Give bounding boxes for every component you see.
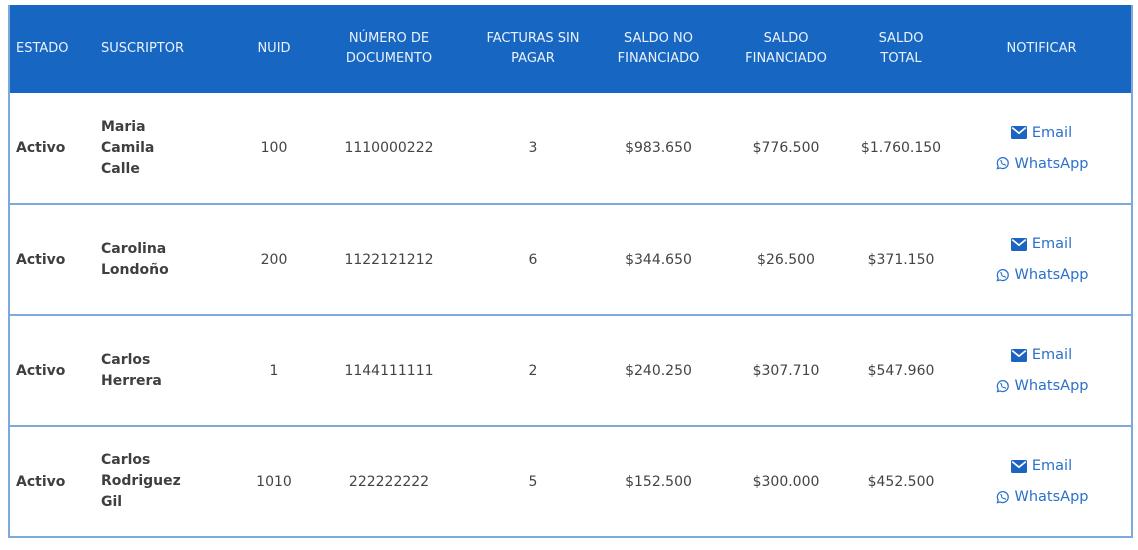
estado-value: Activo	[9, 314, 89, 426]
whatsapp-icon	[995, 490, 1010, 505]
saldo-no-financiado-value: $240.250	[595, 314, 722, 426]
saldo-financiado-value: $26.500	[722, 203, 850, 315]
email-link-label: Email	[1031, 236, 1073, 252]
column-header-saldo-financiado: SALDO FINANCIADO	[722, 5, 850, 93]
whatsapp-icon	[995, 268, 1010, 283]
estado-value: Activo	[9, 203, 89, 315]
whatsapp-link-label: WhatsApp	[1014, 155, 1089, 172]
saldo-total-value: $547.960	[850, 314, 952, 426]
documento-value: 222222222	[307, 425, 471, 537]
documento-value: 1110000222	[307, 93, 471, 204]
column-header-estado: ESTADO	[9, 5, 89, 93]
table-row: Activo Maria Camila Calle 100 1110000222…	[9, 93, 1132, 204]
whatsapp-link[interactable]: WhatsApp	[995, 378, 1089, 394]
nuid-value: 200	[241, 203, 307, 315]
estado-value: Activo	[9, 93, 89, 204]
column-header-nuid: NUID	[241, 5, 307, 93]
table-header: ESTADO SUSCRIPTOR NUID NÚMERO DE DOCUMEN…	[9, 5, 1132, 93]
facturas-value: 6	[471, 203, 595, 315]
whatsapp-icon	[995, 156, 1010, 171]
email-link-label: Email	[1031, 347, 1073, 363]
column-header-saldo-total: SALDO TOTAL	[850, 5, 952, 93]
nuid-value: 100	[241, 93, 307, 204]
email-icon	[1010, 237, 1027, 251]
whatsapp-link[interactable]: WhatsApp	[995, 489, 1089, 505]
saldo-total-value: $452.500	[850, 425, 952, 537]
whatsapp-icon	[995, 379, 1010, 394]
table-body: Activo Maria Camila Calle 100 1110000222…	[9, 93, 1132, 537]
email-link[interactable]: Email	[1010, 458, 1073, 474]
saldo-total-value: $371.150	[850, 203, 952, 315]
header-row: ESTADO SUSCRIPTOR NUID NÚMERO DE DOCUMEN…	[9, 5, 1132, 93]
suscriptor-name: Carlos Herrera	[101, 351, 162, 389]
saldo-financiado-value: $307.710	[722, 314, 850, 426]
nuid-value: 1010	[241, 425, 307, 537]
whatsapp-link-label: WhatsApp	[1014, 267, 1089, 283]
column-header-numero-de-documento: NÚMERO DE DOCUMENTO	[307, 5, 471, 93]
saldo-no-financiado-value: $152.500	[595, 425, 722, 537]
email-link[interactable]: Email	[1010, 236, 1073, 252]
saldo-financiado-value: $776.500	[722, 93, 850, 204]
nuid-value: 1	[241, 314, 307, 426]
email-link[interactable]: Email	[1010, 347, 1073, 363]
email-icon	[1010, 459, 1027, 473]
email-icon	[1010, 348, 1027, 362]
facturas-value: 2	[471, 314, 595, 426]
suscriptor-name: Carlos Rodriguez Gil	[101, 452, 181, 510]
subscribers-table-container: ESTADO SUSCRIPTOR NUID NÚMERO DE DOCUMEN…	[8, 5, 1133, 538]
column-header-saldo-no-financiado: SALDO NO FINANCIADO	[595, 5, 722, 93]
email-link-label: Email	[1031, 458, 1073, 474]
estado-value: Activo	[9, 425, 89, 537]
table-row: Activo Carolina Londoño 200 1122121212 6…	[9, 203, 1132, 315]
subscribers-table: ESTADO SUSCRIPTOR NUID NÚMERO DE DOCUMEN…	[8, 5, 1133, 538]
column-header-suscriptor: SUSCRIPTOR	[89, 5, 241, 93]
saldo-no-financiado-value: $983.650	[595, 93, 722, 204]
whatsapp-link-label: WhatsApp	[1014, 378, 1089, 394]
facturas-value: 5	[471, 425, 595, 537]
column-header-notificar: NOTIFICAR	[952, 5, 1132, 93]
saldo-financiado-value: $300.000	[722, 425, 850, 537]
documento-value: 1144111111	[307, 314, 471, 426]
suscriptor-name: Maria Camila Calle	[101, 118, 155, 177]
table-row: Activo Carlos Herrera 1 1144111111 2 $24…	[9, 314, 1132, 426]
table-row: Activo Carlos Rodriguez Gil 1010 2222222…	[9, 425, 1132, 537]
whatsapp-link-label: WhatsApp	[1014, 489, 1089, 505]
email-link[interactable]: Email	[1010, 124, 1073, 141]
email-icon	[1010, 126, 1027, 139]
whatsapp-link[interactable]: WhatsApp	[995, 155, 1089, 172]
suscriptor-name: Carolina Londoño	[101, 240, 169, 278]
email-link-label: Email	[1031, 124, 1073, 141]
documento-value: 1122121212	[307, 203, 471, 315]
column-header-facturas-sin-pagar: FACTURAS SIN PAGAR	[471, 5, 595, 93]
facturas-value: 3	[471, 93, 595, 204]
whatsapp-link[interactable]: WhatsApp	[995, 267, 1089, 283]
saldo-no-financiado-value: $344.650	[595, 203, 722, 315]
saldo-total-value: $1.760.150	[850, 93, 952, 204]
